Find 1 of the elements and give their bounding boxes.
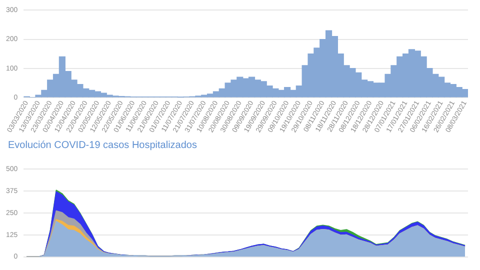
chart-title: Evolución COVID-19 casos Hospitalizados (7, 139, 198, 153)
